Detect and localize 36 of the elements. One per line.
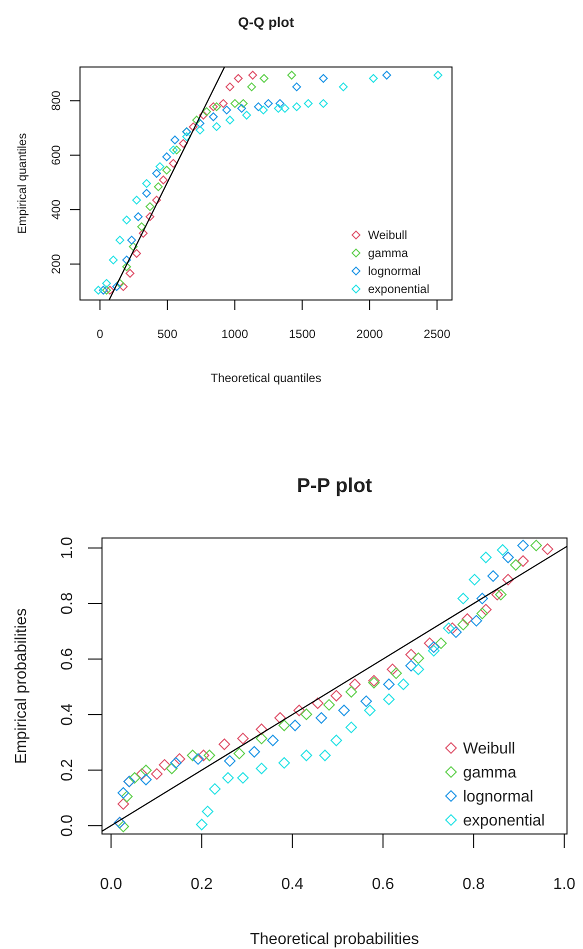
x-tick-label: 1500 [288,327,316,341]
legend-label: gamma [463,764,516,782]
legend-label: exponential [368,282,430,296]
y-tick-label: 600 [49,144,63,166]
x-tick-label: 2000 [356,327,384,341]
x-tick-label: 0.6 [372,876,394,893]
x-tick-label: 0.8 [462,876,485,893]
y-tick-label: 0.6 [59,648,76,670]
y-tick-label: 1.0 [59,536,76,560]
y-tick-label: 0.0 [59,814,76,837]
legend-label: Weibull [368,228,408,242]
legend-label: gamma [368,246,408,260]
legend-label: Weibull [463,740,516,758]
x-axis-title: Theoretical quantiles [210,371,322,385]
y-tick-label: 200 [49,254,63,274]
chart-title: Q-Q plot [238,14,294,30]
x-tick-label: 0.2 [190,876,213,893]
y-tick-label: 0.8 [59,592,76,615]
y-axis-title: Empirical quantiles [15,133,29,234]
y-tick-label: 0.4 [59,703,76,726]
y-tick-label: 400 [49,199,63,220]
x-tick-label: 1000 [221,327,248,341]
x-tick-label: 0.0 [100,876,122,893]
x-tick-label: 0.4 [281,876,304,893]
y-axis-title: Empirical probabilities [13,608,30,764]
chart-title: P-P plot [296,475,372,497]
x-tick-label: 500 [157,327,178,341]
x-tick-label: 1.0 [553,876,576,893]
legend-label: exponential [463,812,545,830]
y-tick-label: 0.2 [59,758,76,782]
x-axis-title: Theoretical probabilities [250,931,419,948]
x-tick-label: 2500 [424,327,451,341]
y-tick-label: 800 [49,90,63,111]
x-tick-label: 0 [96,327,104,341]
legend-label: lognormal [368,264,421,278]
legend-label: lognormal [463,788,534,806]
